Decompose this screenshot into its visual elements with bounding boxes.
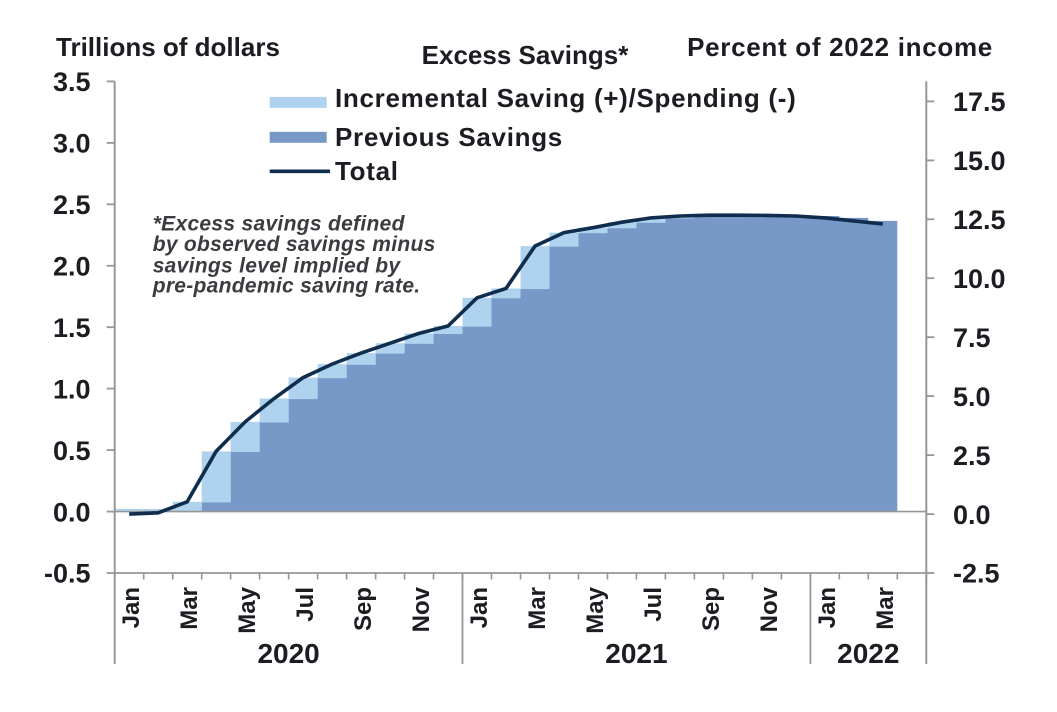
svg-text:-2.5: -2.5 (953, 559, 1000, 589)
svg-text:-0.5: -0.5 (44, 559, 91, 589)
svg-text:2.0: 2.0 (53, 251, 91, 281)
svg-text:*Excess savings defined: *Excess savings defined (153, 213, 406, 236)
svg-text:Percent of 2022 income: Percent of 2022 income (687, 32, 993, 62)
svg-text:17.5: 17.5 (953, 87, 1006, 117)
svg-text:Sep: Sep (350, 587, 377, 631)
svg-text:Nov: Nov (756, 586, 783, 632)
svg-text:May: May (582, 586, 609, 633)
svg-text:Jul: Jul (640, 587, 667, 622)
svg-text:Incremental Saving (+)/Spendin: Incremental Saving (+)/Spending (-) (335, 83, 797, 113)
svg-text:Jan: Jan (118, 587, 145, 628)
svg-text:5.0: 5.0 (953, 382, 991, 412)
svg-text:Mar: Mar (524, 587, 551, 630)
svg-text:1.5: 1.5 (53, 313, 91, 343)
svg-text:3.0: 3.0 (53, 129, 91, 159)
svg-text:by observed savings minus: by observed savings minus (153, 233, 436, 256)
svg-text:Jul: Jul (292, 587, 319, 622)
svg-text:3.5: 3.5 (53, 67, 91, 97)
svg-text:2022: 2022 (837, 638, 899, 669)
svg-text:Jan: Jan (814, 587, 841, 628)
svg-text:Excess Savings*: Excess Savings* (422, 40, 630, 70)
svg-text:Mar: Mar (176, 587, 203, 630)
svg-text:Trillions of dollars: Trillions of dollars (56, 32, 280, 62)
svg-text:May: May (234, 586, 261, 633)
svg-text:Total: Total (335, 156, 399, 186)
svg-text:Mar: Mar (872, 587, 899, 630)
svg-text:2.5: 2.5 (53, 190, 91, 220)
svg-text:Previous Savings: Previous Savings (335, 122, 563, 152)
svg-text:savings level implied by: savings level implied by (153, 255, 402, 278)
svg-text:0.0: 0.0 (953, 500, 991, 530)
svg-text:2020: 2020 (257, 638, 319, 669)
svg-text:Jan: Jan (466, 587, 493, 628)
svg-text:Sep: Sep (698, 587, 725, 631)
svg-text:1.0: 1.0 (53, 374, 91, 404)
svg-text:10.0: 10.0 (953, 264, 1006, 294)
svg-text:0.5: 0.5 (53, 436, 91, 466)
svg-text:12.5: 12.5 (953, 205, 1006, 235)
svg-text:pre-pandemic saving rate.: pre-pandemic saving rate. (152, 275, 421, 298)
svg-text:7.5: 7.5 (953, 323, 991, 353)
svg-text:2021: 2021 (605, 638, 667, 669)
svg-text:2.5: 2.5 (953, 441, 991, 471)
svg-text:0.0: 0.0 (53, 497, 91, 527)
svg-text:15.0: 15.0 (953, 146, 1006, 176)
svg-text:Nov: Nov (408, 586, 435, 632)
